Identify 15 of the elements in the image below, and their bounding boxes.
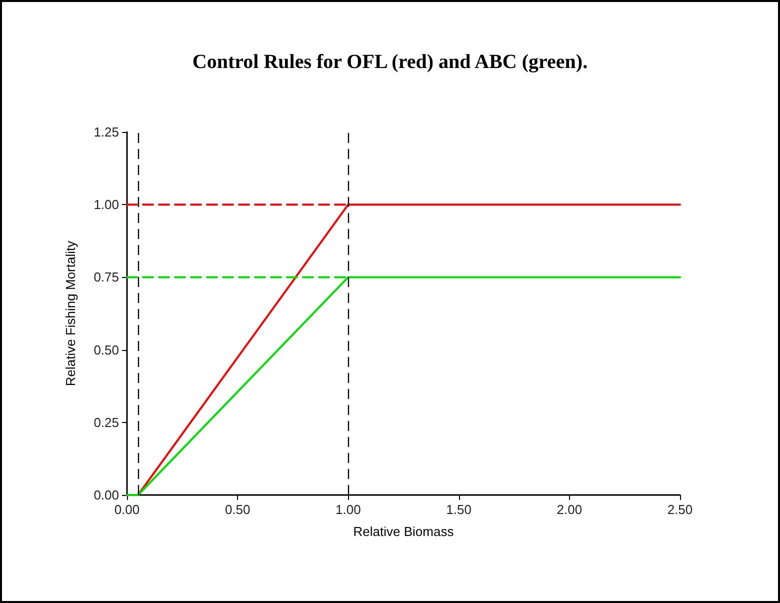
x-axis-title: Relative Biomass — [353, 524, 454, 539]
y-tick-label: 1.25 — [94, 124, 119, 140]
y-tick-label: 0.50 — [94, 342, 119, 358]
y-axis-title: Relative Fishing Mortality — [63, 240, 78, 386]
y-tick-label: 0.25 — [94, 414, 119, 430]
y-tick-label: 1.00 — [94, 197, 119, 212]
x-tick-label: 1.50 — [446, 502, 472, 517]
x-tick-label: 2.50 — [667, 502, 693, 517]
y-tick-label: 0.75 — [94, 270, 119, 285]
x-tick-label: 0.50 — [224, 502, 250, 517]
x-tick-label: 2.00 — [556, 502, 582, 517]
y-tick-label: 0.00 — [94, 488, 119, 502]
x-tick-label: 0.00 — [114, 502, 140, 517]
chart-title: Control Rules for OFL (red) and ABC (green). — [192, 51, 588, 73]
x-tick-label: 1.00 — [336, 502, 361, 517]
